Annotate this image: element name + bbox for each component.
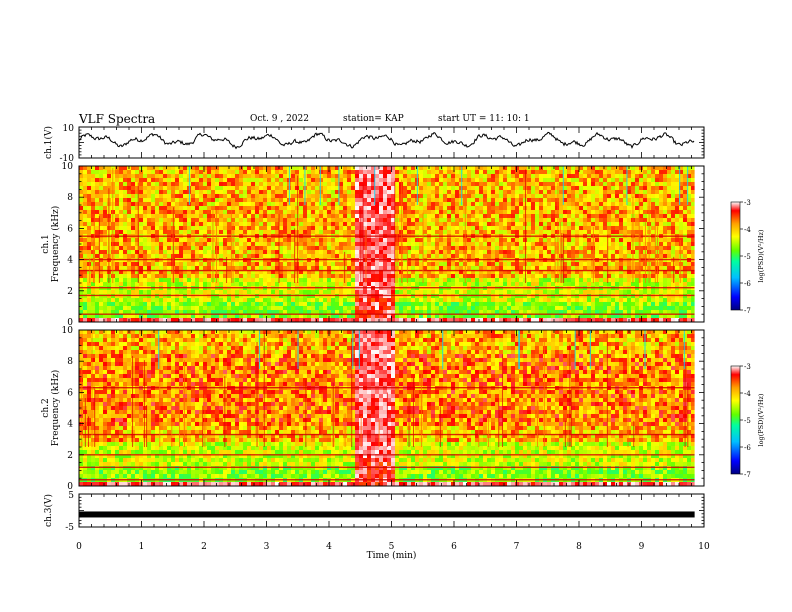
ch1-spectrogram-colorbar-tick-label: -7 xyxy=(744,307,751,315)
ch2-spectrogram-colorbar-tick-label: -3 xyxy=(744,363,751,371)
ch1-spectrogram-colorbar-tick-label: -5 xyxy=(744,253,751,261)
ch3-waveform-ylabel: ch.3(V) xyxy=(43,494,54,527)
x-tick-label: 1 xyxy=(139,542,145,552)
ch1-spectrogram-ytick-label: 2 xyxy=(67,287,73,297)
ch1-waveform-ytick-label: 10 xyxy=(63,124,75,134)
x-tick-label: 10 xyxy=(698,542,710,552)
ch3-waveform-ytick-label: -5 xyxy=(65,523,74,533)
ch2-spectrogram-ylabel-channel: ch.2 xyxy=(41,398,51,417)
x-tick-label: 7 xyxy=(514,542,520,552)
x-tick-label: 6 xyxy=(451,542,457,552)
ch2-spectrogram-ytick-label: 4 xyxy=(67,420,73,430)
ch2-spectrogram-colorbar-tick-label: -5 xyxy=(744,417,751,425)
ch1-spectrogram-colorbar-tick-label: -4 xyxy=(744,226,751,234)
ch2-spectrogram-colorbar-tick-label: -7 xyxy=(744,471,751,479)
ch3-waveform-ytick-label: 5 xyxy=(68,491,74,501)
x-tick-label: 9 xyxy=(639,542,645,552)
start-time-label: start UT = 11: 10: 1 xyxy=(438,114,530,124)
date-label: Oct. 9 , 2022 xyxy=(250,114,309,124)
ch2-spectrogram-colorbar-tick-label: -6 xyxy=(744,444,751,452)
x-tick-label: 4 xyxy=(326,542,332,552)
ch2-spectrogram-colorbar xyxy=(730,365,741,475)
ch1-spectrogram-colorbar-tick-label: -6 xyxy=(744,280,751,288)
ch2-spectrogram-ytick-label: 0 xyxy=(67,482,73,492)
ch2-spectrogram-colorbar-tick-label: -4 xyxy=(744,390,751,398)
ch1-spectrogram-image xyxy=(79,166,704,323)
ch2-spectrogram-ytick-label: 6 xyxy=(67,388,73,398)
chart-title: VLF Spectra xyxy=(79,112,156,126)
x-tick-label: 3 xyxy=(264,542,270,552)
x-tick-label: 2 xyxy=(201,542,207,552)
ch1-spectrogram-ytick-label: 10 xyxy=(62,162,74,172)
ch1-spectrogram-ylabel: Frequency (kHz) xyxy=(50,206,61,283)
station-label: station= KAP xyxy=(343,114,404,124)
ch3-waveform-trace xyxy=(79,511,695,518)
ch2-spectrogram-ytick-label: 10 xyxy=(62,326,74,336)
x-tick-label: 0 xyxy=(76,542,82,552)
ch2-spectrogram-image xyxy=(79,330,704,487)
ch1-waveform-ylabel: ch.1(V) xyxy=(43,126,54,159)
ch1-spectrogram-ytick-label: 0 xyxy=(67,318,73,328)
ch2-spectrogram-ytick-label: 2 xyxy=(67,451,73,461)
ch1-spectrogram-colorbar-label: log(PSD)(V²/Hz) xyxy=(757,229,765,282)
ch1-spectrogram-ytick-label: 8 xyxy=(67,193,73,203)
ch1-spectrogram-colorbar xyxy=(730,201,741,311)
ch1-waveform-ytick-label: -10 xyxy=(60,154,75,164)
ch1-spectrogram-ytick-label: 4 xyxy=(67,256,73,266)
ch1-spectrogram-colorbar-tick-label: -3 xyxy=(744,199,751,207)
ch1-waveform-trace xyxy=(78,131,695,150)
x-tick-label: 8 xyxy=(576,542,582,552)
x-axis-label: Time (min) xyxy=(367,550,417,561)
ch2-spectrogram-ylabel: Frequency (kHz) xyxy=(50,370,61,447)
x-tick-label: 5 xyxy=(389,542,395,552)
ch2-spectrogram-colorbar-label: log(PSD)(V²/Hz) xyxy=(757,393,765,446)
ch2-spectrogram-ytick-label: 8 xyxy=(67,357,73,367)
ch1-spectrogram-ytick-label: 6 xyxy=(67,224,73,234)
ch1-spectrogram-ylabel-channel: ch.1 xyxy=(41,234,51,253)
